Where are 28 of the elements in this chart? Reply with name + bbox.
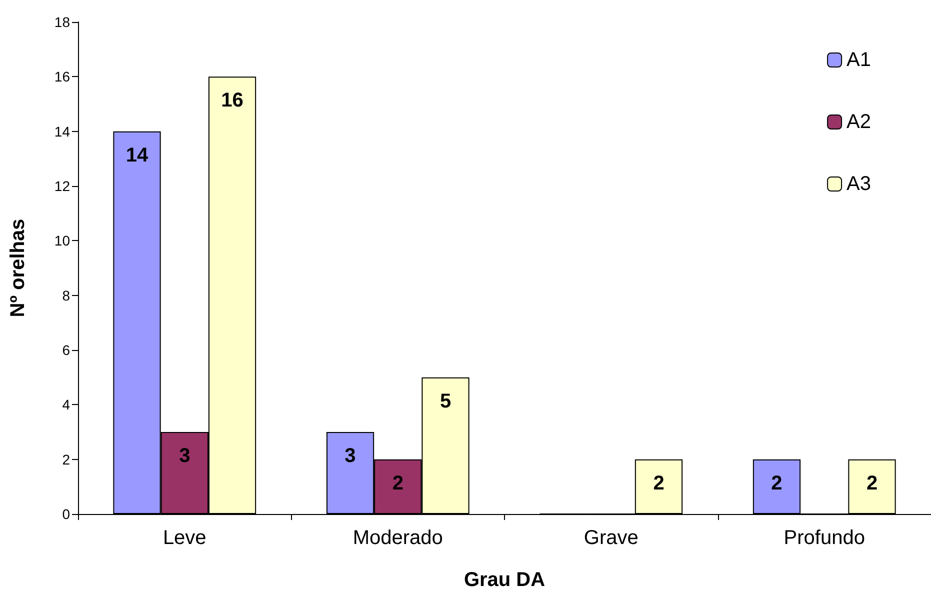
data-label: 14 [126,144,149,166]
y-tick-label: 10 [54,232,70,249]
data-label: 2 [653,472,664,494]
y-tick-label: 6 [62,342,70,358]
legend-label: A3 [846,173,872,195]
data-label: 3 [179,445,190,467]
y-tick-label: 4 [62,396,70,413]
data-label: 3 [344,445,356,467]
y-tick-label: 14 [54,123,70,140]
y-tick-label: 16 [54,68,70,85]
x-axis-title: Grau DA [464,569,546,591]
data-label: 2 [392,472,404,494]
x-tick-label: Leve [162,527,206,549]
data-label: 5 [440,390,452,412]
y-tick-label: 8 [62,287,70,304]
y-tick-label: 0 [62,506,70,522]
y-tick-label: 18 [54,14,70,30]
y-axis-title: Nº orelhas [7,218,29,318]
data-label: 16 [221,90,244,112]
x-tick-label: Profundo [784,527,865,549]
y-tick-label: 12 [54,178,70,194]
data-label: 2 [866,472,878,494]
legend-label: A2 [846,111,872,133]
x-tick-label: Grave [584,527,638,549]
legend-label: A1 [846,49,872,71]
y-tick-label: 2 [62,451,70,468]
x-tick-label: Moderado [352,527,443,549]
data-label: 2 [771,472,782,494]
